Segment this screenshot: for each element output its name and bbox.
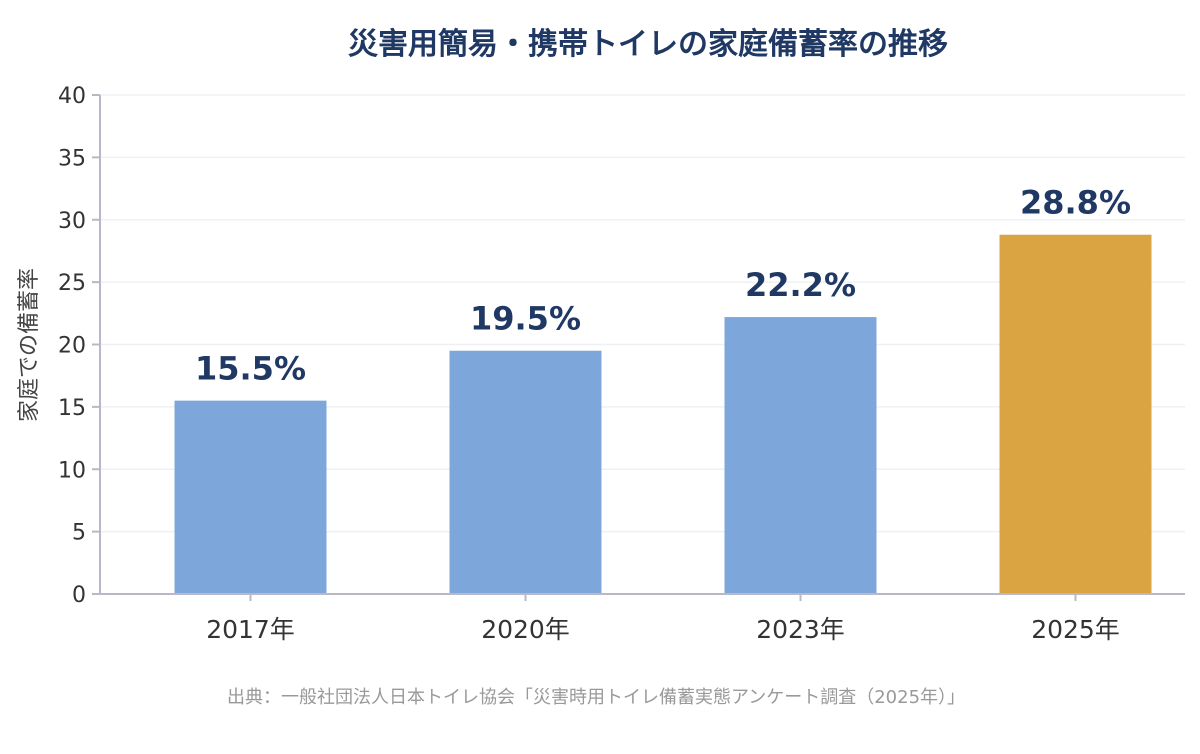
data-labels: 15.5% 19.5% 22.2% 28.8% — [195, 184, 1131, 388]
bar-2 — [724, 317, 877, 594]
x-tick-label: 2023年 — [756, 615, 845, 644]
y-tick-label: 40 — [58, 84, 86, 109]
data-label-0: 15.5% — [195, 350, 306, 388]
y-tick-label: 30 — [58, 209, 86, 234]
data-label-3: 28.8% — [1020, 184, 1131, 222]
x-tick-label: 2025年 — [1031, 615, 1120, 644]
data-label-2: 22.2% — [745, 266, 856, 304]
y-tick-label: 25 — [58, 271, 86, 296]
y-tick-label: 35 — [58, 146, 86, 171]
bar-0 — [174, 400, 327, 594]
y-tick-label: 15 — [58, 396, 86, 421]
bar-3 — [999, 234, 1152, 594]
x-axis-ticks: 2017年 2020年 2023年 2025年 — [206, 594, 1120, 644]
y-tick-label: 0 — [72, 583, 86, 608]
x-tick-label: 2020年 — [481, 615, 570, 644]
y-tick-label: 5 — [72, 521, 86, 546]
data-label-1: 19.5% — [470, 300, 581, 338]
y-axis-label: 家庭での備蓄率 — [17, 268, 42, 422]
source-note: 出典：一般社団法人日本トイレ協会「災害時用トイレ備蓄実態アンケート調査（2025… — [227, 687, 965, 708]
y-axis-ticks: 0 5 10 15 20 25 30 35 40 — [58, 84, 100, 608]
x-tick-label: 2017年 — [206, 615, 295, 644]
y-tick-label: 20 — [58, 334, 86, 359]
bar-1 — [449, 350, 602, 594]
chart-title: 災害用簡易・携帯トイレの家庭備蓄率の推移 — [348, 27, 948, 62]
bars — [174, 234, 1152, 594]
y-tick-label: 10 — [58, 458, 86, 483]
